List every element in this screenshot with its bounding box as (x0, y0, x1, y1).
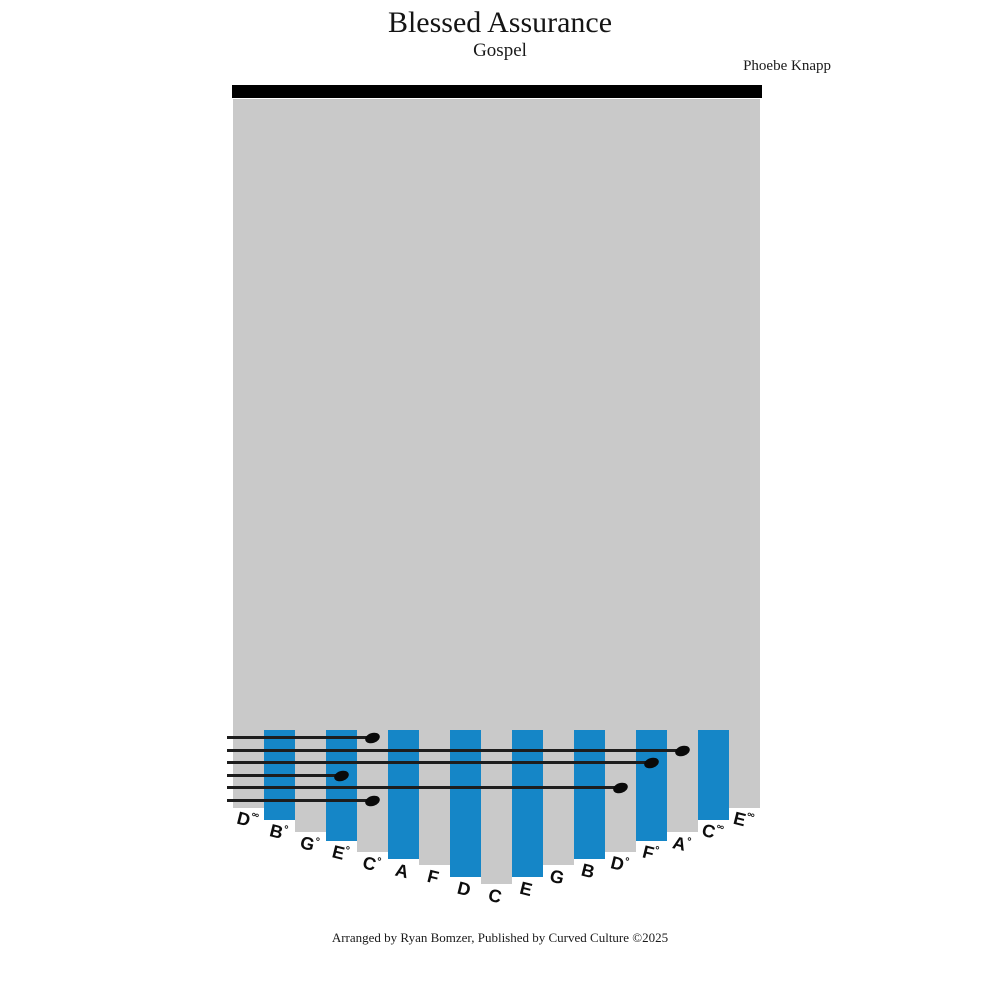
tine-label-G-oct1: G° (297, 832, 320, 855)
tine-D-oct2 (233, 730, 264, 808)
note-line-Fo (227, 761, 652, 764)
tine-G (543, 730, 574, 865)
note-line-Do (227, 786, 621, 789)
tine-label-C-oct1: C° (360, 852, 381, 875)
note-line-Co (227, 799, 373, 802)
tine-E-oct1 (326, 730, 357, 841)
tine-C-oct2 (698, 730, 729, 820)
tine-label-E-oct1: E° (329, 841, 350, 864)
genre-subtitle: Gospel (473, 40, 527, 61)
tine-label-B: B (578, 859, 597, 883)
tine-C (481, 730, 512, 884)
tine-G-oct1 (295, 730, 326, 832)
note-line-Co (227, 736, 373, 739)
tine-label-A-oct1: A° (670, 832, 691, 855)
tine-label-F-oct1: F° (640, 841, 659, 864)
tine-label-G: G (547, 865, 566, 889)
tine-label-C-oct2: C°° (699, 819, 724, 843)
tine-label-C: C (485, 884, 504, 908)
tine-label-A: A (392, 859, 411, 883)
note-line-Eo (227, 774, 342, 777)
tine-label-F: F (424, 865, 441, 889)
tine-label-B-oct1: B° (267, 820, 288, 843)
tine-label-D-oct2: D°° (234, 807, 259, 831)
composer-credit: Phoebe Knapp (743, 58, 831, 74)
note-line-Ao (227, 749, 683, 752)
tine-E-oct2 (729, 730, 760, 808)
tine-label-D-oct1: D° (608, 852, 629, 875)
tine-label-E: E (517, 877, 534, 901)
tine-F (419, 730, 450, 865)
copyright-footer: Arranged by Ryan Bomzer, Published by Cu… (331, 930, 669, 945)
header-black-bar (232, 85, 762, 98)
tine-F-oct1 (636, 730, 667, 841)
tine-label-E-oct2: E°° (730, 808, 755, 831)
song-title: Blessed Assurance (387, 6, 613, 39)
score-background (233, 99, 760, 730)
tine-E (512, 730, 543, 877)
tine-label-D: D (454, 877, 473, 901)
tine-D (450, 730, 481, 877)
